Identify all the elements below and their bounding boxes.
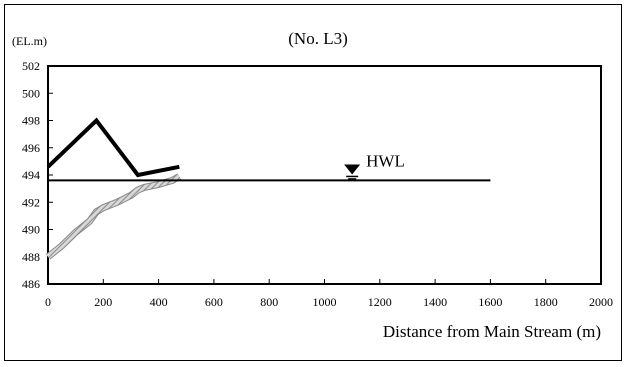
x-tick-label: 600 <box>205 295 223 309</box>
x-tick-label: 1600 <box>478 295 502 309</box>
y-tick-label: 486 <box>22 277 40 291</box>
series-group <box>45 117 491 260</box>
x-tick-label: 2000 <box>589 295 613 309</box>
y-tick-label: 498 <box>22 114 40 128</box>
riverbed-line <box>46 174 181 259</box>
x-tick-label: 800 <box>260 295 278 309</box>
x-tick-label: 200 <box>94 295 112 309</box>
y-tick-label: 500 <box>22 86 40 100</box>
plot-area <box>47 65 602 285</box>
annotation-group: HWL <box>344 151 405 180</box>
chart-frame <box>4 4 622 361</box>
x-axis-label: Distance from Main Stream (m) <box>383 322 601 341</box>
x-tick-label: 0 <box>45 295 51 309</box>
y-tick-label: 502 <box>22 59 40 73</box>
y-tick-label: 492 <box>22 195 40 209</box>
x-tick-label: 1200 <box>368 295 392 309</box>
x-tick-label: 1000 <box>313 295 337 309</box>
hwl-marker-icon <box>344 164 361 175</box>
bank-elevation-line <box>46 117 180 178</box>
chart-title: (No. L3) <box>288 29 347 48</box>
x-tick-label: 1800 <box>534 295 558 309</box>
y-axis-label: (EL.m) <box>12 34 47 48</box>
y-ticks: 486 488 490 492 494 496 498 500 502 <box>22 59 53 291</box>
hwl-label: HWL <box>366 151 405 170</box>
x-ticks: 0 200 400 600 800 1000 1200 1400 1600 1800 2000 <box>45 279 613 309</box>
riverbed-line-border <box>45 173 182 260</box>
y-tick-label: 496 <box>22 141 40 155</box>
y-tick-label: 488 <box>22 250 40 264</box>
x-tick-label: 1400 <box>423 295 447 309</box>
x-tick-label: 400 <box>150 295 168 309</box>
y-tick-label: 490 <box>22 223 40 237</box>
y-tick-label: 494 <box>22 168 40 182</box>
